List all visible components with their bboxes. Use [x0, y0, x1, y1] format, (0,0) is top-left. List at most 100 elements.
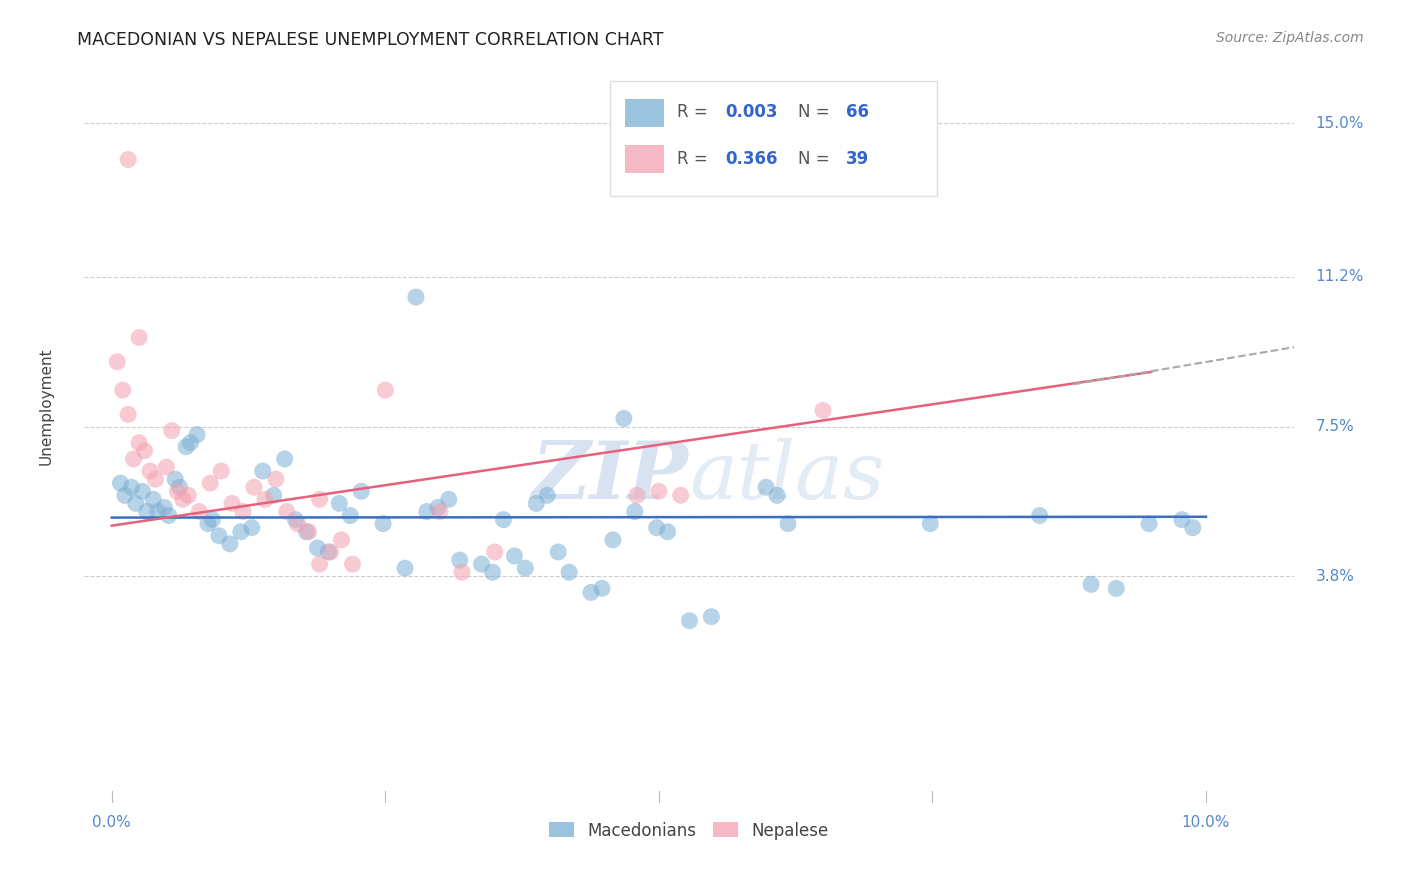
- Point: [284, 513, 307, 527]
- Point: [131, 484, 153, 499]
- Point: [263, 488, 285, 502]
- Point: [342, 557, 364, 571]
- Point: [547, 545, 569, 559]
- Point: [328, 496, 350, 510]
- Point: [503, 549, 526, 563]
- Point: [776, 516, 799, 531]
- Point: [536, 488, 558, 502]
- Point: [177, 488, 200, 502]
- Point: [134, 443, 156, 458]
- Text: atlas: atlas: [689, 438, 884, 516]
- Point: [209, 464, 232, 478]
- Point: [105, 355, 128, 369]
- Point: [221, 496, 243, 510]
- Point: [253, 492, 276, 507]
- Point: [145, 472, 167, 486]
- Point: [429, 504, 451, 518]
- Point: [1028, 508, 1050, 523]
- Point: [153, 500, 176, 515]
- Point: [125, 496, 148, 510]
- Point: [174, 440, 197, 454]
- Point: [766, 488, 789, 502]
- Point: [111, 383, 134, 397]
- Point: [623, 504, 645, 518]
- Text: 0.0%: 0.0%: [93, 815, 131, 830]
- Point: [307, 541, 329, 555]
- Point: [122, 451, 145, 466]
- Point: [678, 614, 700, 628]
- Point: [811, 403, 834, 417]
- Point: [437, 492, 460, 507]
- Text: 0.003: 0.003: [725, 103, 778, 121]
- Point: [591, 582, 613, 596]
- Point: [449, 553, 471, 567]
- Text: N =: N =: [797, 150, 830, 168]
- Text: 10.0%: 10.0%: [1182, 815, 1230, 830]
- Point: [350, 484, 373, 499]
- Point: [186, 427, 208, 442]
- Point: [426, 500, 449, 515]
- Point: [240, 521, 263, 535]
- Point: [308, 492, 330, 507]
- Text: 15.0%: 15.0%: [1316, 116, 1364, 130]
- Point: [219, 537, 242, 551]
- Point: [492, 513, 515, 527]
- Point: [117, 408, 139, 422]
- Point: [669, 488, 692, 502]
- Point: [128, 330, 150, 344]
- Point: [252, 464, 274, 478]
- Point: [451, 565, 474, 579]
- Point: [229, 524, 252, 539]
- Point: [166, 484, 188, 499]
- Point: [602, 533, 624, 547]
- Point: [471, 557, 494, 571]
- FancyBboxPatch shape: [610, 81, 936, 195]
- Point: [416, 504, 439, 518]
- Point: [179, 435, 201, 450]
- Point: [188, 504, 211, 518]
- Text: 3.8%: 3.8%: [1316, 569, 1354, 583]
- Point: [515, 561, 537, 575]
- Point: [172, 492, 194, 507]
- Point: [197, 516, 219, 531]
- Point: [165, 472, 187, 486]
- Point: [139, 464, 162, 478]
- Point: [120, 480, 142, 494]
- Point: [484, 545, 506, 559]
- Point: [298, 524, 321, 539]
- Point: [273, 451, 295, 466]
- Text: 0.366: 0.366: [725, 150, 778, 168]
- Text: 39: 39: [846, 150, 869, 168]
- Text: ZIP: ZIP: [531, 438, 689, 516]
- Point: [1171, 513, 1194, 527]
- Point: [295, 524, 318, 539]
- FancyBboxPatch shape: [624, 99, 664, 127]
- FancyBboxPatch shape: [624, 145, 664, 173]
- Point: [146, 504, 169, 518]
- Text: MACEDONIAN VS NEPALESE UNEMPLOYMENT CORRELATION CHART: MACEDONIAN VS NEPALESE UNEMPLOYMENT CORR…: [77, 31, 664, 49]
- Point: [645, 521, 668, 535]
- Point: [626, 488, 648, 502]
- Point: [243, 480, 266, 494]
- Point: [700, 609, 723, 624]
- Point: [1080, 577, 1102, 591]
- Point: [1181, 521, 1204, 535]
- Point: [374, 383, 396, 397]
- Point: [201, 513, 224, 527]
- Point: [200, 476, 222, 491]
- Point: [371, 516, 394, 531]
- Point: [657, 524, 679, 539]
- Point: [920, 516, 942, 531]
- Text: R =: R =: [676, 103, 707, 121]
- Point: [755, 480, 778, 494]
- Legend: Macedonians, Nepalese: Macedonians, Nepalese: [543, 815, 835, 847]
- Point: [318, 545, 340, 559]
- Point: [613, 411, 636, 425]
- Point: [264, 472, 287, 486]
- Point: [579, 585, 602, 599]
- Point: [1105, 582, 1128, 596]
- Text: R =: R =: [676, 150, 707, 168]
- Point: [232, 504, 254, 518]
- Point: [160, 424, 183, 438]
- Text: Source: ZipAtlas.com: Source: ZipAtlas.com: [1216, 31, 1364, 45]
